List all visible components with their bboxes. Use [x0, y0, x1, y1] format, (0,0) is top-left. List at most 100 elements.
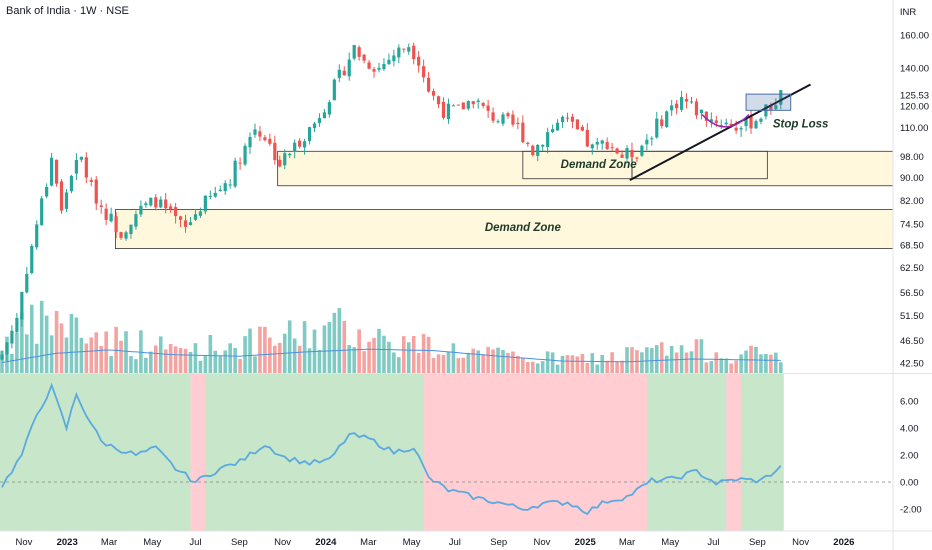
volume-bar	[193, 343, 198, 373]
time-tick-label: Mar	[101, 537, 117, 548]
candle	[446, 98, 451, 124]
price-tick-label: 125.53	[900, 91, 929, 102]
candle	[183, 214, 188, 233]
volume-bar	[317, 350, 322, 373]
candle	[724, 118, 728, 126]
candle-body	[675, 103, 679, 109]
candle	[481, 102, 485, 109]
volume-bar	[124, 331, 128, 373]
volume-bar	[575, 356, 580, 373]
price-tick-label: 160.00	[900, 31, 929, 42]
candle-body	[327, 102, 331, 115]
volume-bar	[724, 358, 729, 373]
candle-body	[660, 119, 664, 127]
candle	[422, 59, 426, 83]
candle	[263, 134, 267, 142]
candle	[486, 99, 490, 119]
volume-bar	[129, 356, 133, 373]
volume-bar	[739, 354, 743, 373]
candle	[476, 98, 480, 109]
volume-bar	[84, 343, 89, 373]
candle-body	[441, 101, 446, 118]
candle-body	[526, 142, 530, 145]
candle	[466, 100, 470, 111]
time-tick-label: Sep	[749, 537, 766, 548]
candle-body	[694, 101, 699, 116]
volume-bar	[620, 360, 624, 373]
candle-body	[50, 157, 54, 186]
volume-bar	[367, 341, 371, 373]
candle	[40, 195, 44, 226]
time-tick-label: Jul	[449, 537, 461, 548]
candle	[178, 215, 183, 228]
candle	[307, 126, 312, 145]
volume-bar	[506, 352, 510, 373]
volume-bar	[352, 347, 356, 373]
candle	[79, 156, 83, 163]
candle-body	[298, 140, 302, 147]
price-tick-label: 56.50	[900, 288, 924, 299]
candle	[392, 49, 396, 67]
candle	[694, 98, 699, 119]
candle	[129, 224, 133, 239]
candle-body	[724, 122, 728, 125]
candle-body	[30, 245, 34, 274]
volume-bar	[342, 320, 347, 373]
candle-body	[774, 105, 778, 110]
volume-bar	[173, 346, 178, 373]
candle-body	[64, 192, 69, 209]
volume-bar	[689, 351, 694, 373]
candle-body	[471, 101, 475, 105]
candle-body	[79, 156, 83, 160]
candle	[74, 153, 79, 181]
candle-body	[283, 153, 287, 166]
candle-body	[580, 126, 584, 131]
candle	[516, 117, 520, 130]
candle	[417, 50, 421, 73]
stop-loss-label: Stop Loss	[773, 119, 829, 131]
volume-bar	[188, 351, 193, 373]
candle-body	[417, 56, 421, 66]
volume-bar	[550, 352, 555, 373]
candle	[198, 207, 203, 219]
candle-body	[541, 144, 545, 147]
candle	[283, 149, 287, 170]
trendline	[629, 83, 812, 182]
volume-bar	[263, 326, 267, 373]
candle	[69, 174, 74, 194]
osc-tick-label: -2.00	[900, 505, 922, 516]
volume-bar	[759, 354, 763, 373]
volume-bar	[416, 353, 421, 373]
candle	[25, 266, 29, 294]
candle	[352, 44, 356, 61]
candle-body	[461, 102, 465, 110]
volume-bar	[168, 344, 173, 373]
candle-body	[164, 199, 168, 209]
candle-body	[739, 128, 743, 130]
candle	[317, 113, 322, 127]
candle	[268, 133, 272, 146]
candle	[709, 112, 713, 128]
volume-bar	[615, 362, 619, 373]
candle	[580, 124, 584, 132]
candle	[50, 152, 54, 187]
volume-bar	[248, 328, 252, 373]
candle-body	[198, 211, 203, 216]
volume-bar	[630, 347, 634, 373]
candle-body	[94, 179, 98, 204]
volume-bar	[104, 331, 108, 373]
candle	[35, 220, 39, 250]
candle-body	[486, 105, 490, 111]
candle-body	[521, 122, 525, 143]
candle	[15, 312, 19, 334]
time-tick-label: Nov	[16, 537, 33, 548]
volume-bar	[709, 361, 714, 373]
currency-label: INR	[900, 7, 917, 18]
volume-bar	[144, 357, 148, 373]
volume-bar	[69, 313, 74, 373]
candle-body	[466, 101, 470, 109]
volume-bar	[560, 355, 565, 373]
volume-bar	[377, 328, 381, 373]
